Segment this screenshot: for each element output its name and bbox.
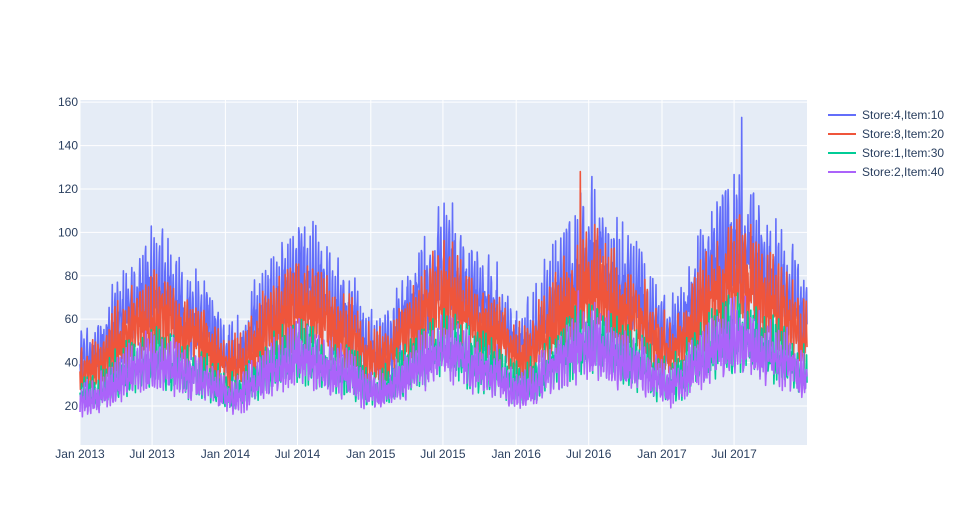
- legend-item[interactable]: Store:1,Item:30: [828, 146, 944, 160]
- y-axis-ticks: 20 40 60 80 100 120 140 160: [58, 95, 78, 413]
- legend-item[interactable]: Store:4,Item:10: [828, 108, 944, 122]
- x-tick-label: Jan 2016: [492, 447, 542, 461]
- x-tick-label: Jul 2014: [275, 447, 321, 461]
- legend-item[interactable]: Store:2,Item:40: [828, 165, 944, 179]
- legend-label: Store:8,Item:20: [862, 127, 944, 141]
- y-tick-label: 80: [65, 269, 79, 283]
- y-tick-label: 160: [58, 95, 78, 109]
- x-tick-label: Jul 2017: [711, 447, 757, 461]
- y-tick-label: 40: [65, 356, 79, 370]
- x-tick-label: Jan 2013: [55, 447, 105, 461]
- legend-item[interactable]: Store:8,Item:20: [828, 127, 944, 141]
- legend: Store:4,Item:10 Store:8,Item:20 Store:1,It…: [828, 108, 944, 179]
- series-line-1: [79, 170, 808, 399]
- series-line-3: [79, 290, 808, 418]
- x-tick-label: Jan 2017: [637, 447, 687, 461]
- y-tick-label: 140: [58, 139, 78, 153]
- x-axis-ticks: Jan 2013 Jul 2013 Jan 2014 Jul 2014 Jan 2015…: [55, 447, 757, 461]
- x-tick-label: Jul 2013: [129, 447, 175, 461]
- x-tick-label: Jul 2016: [566, 447, 612, 461]
- x-tick-label: Jul 2015: [420, 447, 466, 461]
- x-tick-label: Jan 2014: [201, 447, 251, 461]
- y-tick-label: 20: [65, 399, 79, 413]
- legend-label: Store:4,Item:10: [862, 108, 944, 122]
- series-layer: [79, 116, 808, 418]
- legend-label: Store:2,Item:40: [862, 165, 944, 179]
- x-tick-label: Jan 2015: [346, 447, 396, 461]
- legend-label: Store:1,Item:30: [862, 146, 944, 160]
- y-tick-label: 120: [58, 182, 78, 196]
- y-tick-label: 60: [65, 312, 79, 326]
- y-tick-label: 100: [58, 225, 78, 239]
